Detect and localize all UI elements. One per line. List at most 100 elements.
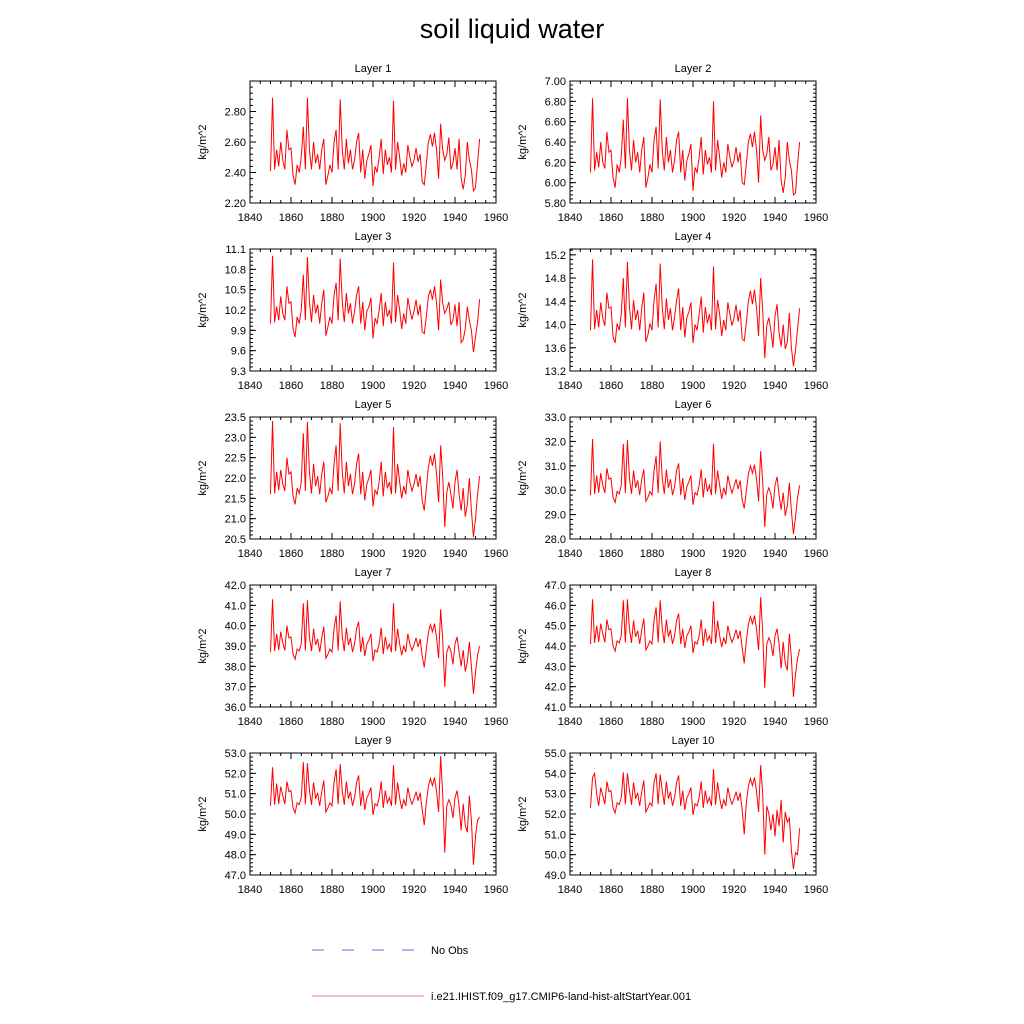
y-tick-label: 28.0 [545, 534, 566, 546]
panel-7: Layer 7 kg/m^2 1840 1860 1880 1900 1920 1940 196… [197, 567, 508, 728]
x-tick-label: 1940 [763, 548, 787, 560]
x-tick-label: 1920 [722, 380, 746, 392]
series-line [590, 597, 801, 697]
y-tick-label: 37.0 [225, 682, 246, 694]
y-tick-label: 41.0 [545, 702, 566, 714]
x-tick-label: 1880 [640, 716, 664, 728]
y-tick-label: 9.6 [231, 346, 246, 358]
y-tick-label: 14.4 [545, 296, 566, 308]
legend-item-1: No Obs [312, 945, 469, 957]
y-tick-label: 55.0 [545, 748, 566, 760]
panel-4: Layer 4 kg/m^2 1840 1860 1880 1900 1920 1940 196… [517, 231, 828, 392]
y-tick-label: 14.0 [545, 320, 566, 332]
x-tick-label: 1960 [484, 380, 508, 392]
y-tick-label: 13.6 [545, 343, 566, 355]
y-axis-label: kg/m^2 [517, 628, 529, 663]
y-tick-label: 52.0 [545, 809, 566, 821]
panel-6: Layer 6 kg/m^2 1840 1860 1880 1900 1920 1940 196… [517, 399, 828, 560]
panel-3: Layer 3 kg/m^2 1840 1860 1880 1900 1920 1940 196… [197, 231, 508, 392]
y-tick-label: 13.2 [545, 366, 566, 378]
y-tick-label: 9.9 [231, 325, 246, 337]
y-tick-label: 54.0 [545, 768, 566, 780]
series-line [270, 255, 481, 353]
y-tick-label: 21.0 [225, 514, 246, 526]
panel-title: Layer 6 [675, 399, 712, 411]
y-tick-label: 23.5 [225, 412, 246, 424]
panel-title: Layer 2 [675, 63, 712, 75]
plot-frame [569, 248, 817, 372]
x-tick-label: 1920 [402, 380, 426, 392]
y-axis-label: kg/m^2 [197, 796, 209, 831]
series-line [590, 438, 801, 535]
y-tick-label: 42.0 [545, 682, 566, 694]
legend-item-2: i.e21.IHIST.f09_g17.CMIP6-land-hist-altS… [312, 991, 691, 1003]
x-tick-label: 1940 [763, 716, 787, 728]
y-tick-label: 40.0 [225, 621, 246, 633]
y-axis-label: kg/m^2 [517, 796, 529, 831]
y-axis-label: kg/m^2 [197, 292, 209, 327]
y-tick-label: 41.0 [225, 600, 246, 612]
plot-frame [569, 584, 817, 708]
x-tick-label: 1920 [722, 884, 746, 896]
y-tick-label: 11.1 [225, 244, 246, 256]
y-axis-label: kg/m^2 [197, 628, 209, 663]
y-tick-label: 20.5 [225, 534, 246, 546]
y-tick-label: 32.0 [545, 436, 566, 448]
x-tick-label: 1940 [443, 380, 467, 392]
panel-title: Layer 8 [675, 567, 712, 579]
y-tick-label: 47.0 [545, 580, 566, 592]
x-tick-label: 1960 [484, 548, 508, 560]
x-tick-label: 1880 [640, 212, 664, 224]
y-tick-label: 21.5 [225, 493, 246, 505]
x-tick-label: 1860 [279, 716, 303, 728]
x-tick-label: 1900 [681, 380, 705, 392]
x-tick-label: 1900 [361, 884, 385, 896]
series-line [590, 765, 801, 869]
legend-label: No Obs [431, 945, 469, 957]
y-tick-label: 53.0 [225, 748, 246, 760]
y-tick-label: 6.20 [545, 157, 566, 169]
x-tick-label: 1880 [640, 884, 664, 896]
y-tick-label: 22.5 [225, 453, 246, 465]
plot-frame [569, 416, 817, 540]
x-tick-label: 1860 [279, 548, 303, 560]
x-tick-label: 1920 [402, 212, 426, 224]
x-tick-label: 1900 [361, 212, 385, 224]
y-tick-label: 45.0 [545, 621, 566, 633]
series-line [590, 259, 801, 367]
panel-1: Layer 1 kg/m^2 1840 1860 1880 1900 1920 1940 196… [197, 63, 508, 224]
y-tick-label: 49.0 [545, 870, 566, 882]
x-tick-label: 1840 [238, 716, 262, 728]
y-tick-label: 38.0 [225, 661, 246, 673]
x-tick-label: 1920 [722, 212, 746, 224]
y-tick-label: 39.0 [225, 641, 246, 653]
x-tick-label: 1840 [238, 884, 262, 896]
plot-frame [249, 248, 497, 372]
x-tick-label: 1840 [558, 716, 582, 728]
y-tick-label: 15.2 [545, 250, 566, 262]
x-tick-label: 1880 [640, 380, 664, 392]
series-line [270, 756, 481, 865]
x-tick-label: 1860 [279, 380, 303, 392]
y-axis-label: kg/m^2 [517, 292, 529, 327]
x-tick-label: 1940 [443, 884, 467, 896]
y-tick-label: 48.0 [225, 850, 246, 862]
x-tick-label: 1860 [279, 212, 303, 224]
y-tick-label: 47.0 [225, 870, 246, 882]
panel-title: Layer 7 [355, 567, 392, 579]
x-tick-label: 1920 [402, 884, 426, 896]
x-tick-label: 1860 [599, 884, 623, 896]
series-line [590, 98, 801, 196]
panel-title: Layer 9 [355, 735, 392, 747]
x-tick-label: 1900 [361, 380, 385, 392]
x-tick-label: 1880 [320, 548, 344, 560]
y-tick-label: 5.80 [545, 198, 566, 210]
x-tick-label: 1960 [804, 548, 828, 560]
x-tick-label: 1880 [640, 548, 664, 560]
y-tick-label: 22.0 [225, 473, 246, 485]
x-tick-label: 1960 [804, 884, 828, 896]
series-line [270, 97, 481, 193]
x-tick-label: 1840 [558, 548, 582, 560]
y-tick-label: 6.40 [545, 137, 566, 149]
y-tick-label: 50.0 [545, 850, 566, 862]
